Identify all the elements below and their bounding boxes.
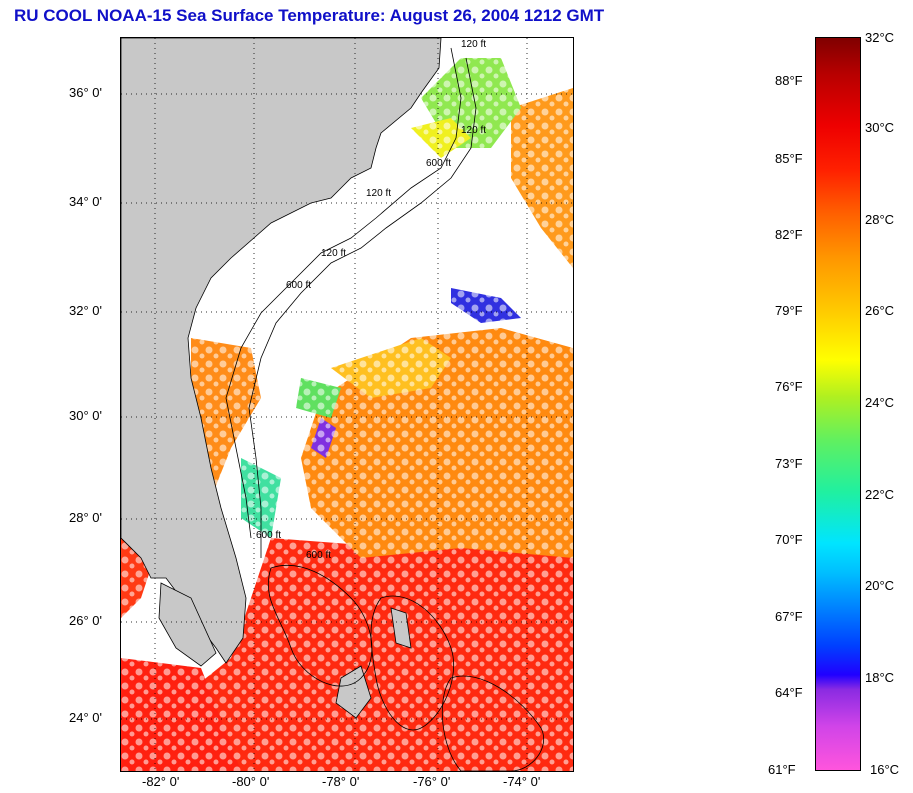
lon-label: -78° 0' bbox=[322, 774, 360, 789]
graticule bbox=[121, 38, 573, 771]
isobath-label: 600 ft bbox=[426, 158, 451, 169]
colorbar-f-label: 79°F bbox=[775, 303, 803, 318]
isobath-label: 600 ft bbox=[306, 550, 331, 561]
land-bahamas-eleuthera bbox=[390, 607, 412, 649]
isobath-600ft bbox=[248, 57, 477, 558]
colorbar-c-label: 18°C bbox=[865, 670, 895, 685]
isobath-bahamas-a bbox=[267, 564, 373, 687]
land-bahamas-andros bbox=[335, 665, 372, 719]
temperature-colorbar bbox=[815, 37, 861, 771]
lon-label: -82° 0' bbox=[142, 774, 180, 789]
isobath-label: 600 ft bbox=[256, 530, 281, 541]
lat-label: 32° 0' bbox=[69, 303, 102, 318]
colorbar-f-label: 61°F bbox=[768, 762, 796, 777]
colorbar-f-label: 82°F bbox=[775, 227, 803, 242]
colorbar-c-label: 26°C bbox=[865, 303, 895, 318]
colorbar-c-label: 16°C bbox=[870, 762, 900, 777]
lat-label: 26° 0' bbox=[69, 613, 102, 628]
isobath-contours bbox=[225, 47, 544, 771]
lon-label: -76° 0' bbox=[413, 774, 451, 789]
isobath-label: 120 ft bbox=[461, 39, 486, 50]
colorbar-c-label: 32°C bbox=[865, 30, 895, 45]
colorbar-f-label: 85°F bbox=[775, 151, 803, 166]
map-title: RU COOL NOAA-15 Sea Surface Temperature:… bbox=[14, 6, 605, 25]
lat-label: 34° 0' bbox=[69, 194, 102, 209]
colorbar-f-label: 73°F bbox=[775, 456, 803, 471]
colorbar-f-label: 67°F bbox=[775, 609, 803, 624]
lat-label: 30° 0' bbox=[69, 408, 102, 423]
isobath-label: 120 ft bbox=[461, 125, 486, 136]
colorbar-c-label: 22°C bbox=[865, 487, 895, 502]
colorbar-f-label: 70°F bbox=[775, 532, 803, 547]
lat-label: 28° 0' bbox=[69, 510, 102, 525]
isobath-label: 120 ft bbox=[366, 188, 391, 199]
colorbar-c-label: 24°C bbox=[865, 395, 895, 410]
sst-map: 120 ft 120 ft 600 ft 120 ft 120 ft 600 f… bbox=[120, 37, 574, 772]
isobath-bahamas-b bbox=[370, 595, 455, 731]
isobath-bahamas-c bbox=[441, 675, 544, 771]
isobath-label: 600 ft bbox=[286, 280, 311, 291]
isobath-label: 120 ft bbox=[321, 248, 346, 259]
isobath-120ft bbox=[225, 47, 462, 539]
lon-label: -80° 0' bbox=[232, 774, 270, 789]
sst-map-canvas: 120 ft 120 ft 600 ft 120 ft 120 ft 600 f… bbox=[121, 38, 573, 771]
lon-label: -74° 0' bbox=[503, 774, 541, 789]
land-florida-keys bbox=[158, 582, 217, 667]
colorbar-f-label: 76°F bbox=[775, 379, 803, 394]
land-masses bbox=[121, 38, 442, 719]
colorbar-c-label: 30°C bbox=[865, 120, 895, 135]
lat-label: 24° 0' bbox=[69, 710, 102, 725]
lat-label: 36° 0' bbox=[69, 85, 102, 100]
colorbar-f-label: 88°F bbox=[775, 73, 803, 88]
colorbar-f-label: 64°F bbox=[775, 685, 803, 700]
colorbar-c-label: 28°C bbox=[865, 212, 895, 227]
colorbar-c-label: 20°C bbox=[865, 578, 895, 593]
